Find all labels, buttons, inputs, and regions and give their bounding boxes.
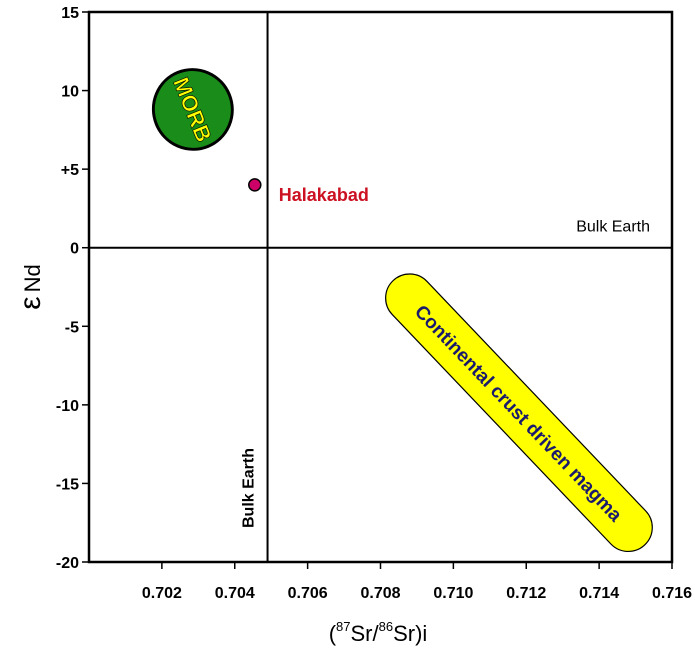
y-axis-title: ε Nd [14,264,47,310]
x-tick-label: 0.708 [360,585,400,602]
y-tick-label: +5 [61,162,79,179]
y-axis-title-text: Nd [20,264,45,292]
x-tick-label: 0.716 [652,585,692,602]
y-tick-label: -15 [56,476,79,493]
x-axis-title-sup2: 86 [379,619,393,634]
y-tick-label: 0 [70,241,79,258]
x-axis-title-close: Sr)i [393,621,427,646]
morb-ellipse [151,68,234,151]
reference-lines: Bulk Earth Bulk Earth [89,12,672,562]
x-axis-title-mid: Sr/ [350,621,379,646]
y-axis-ticks: 15 10 +5 0 -5 -10 -15 -20 [56,5,89,572]
region-continental-crust: Continental crust driven magma [385,273,653,553]
halakabad-point [248,178,262,192]
halakabad-label: Halakabad [279,185,369,205]
x-axis-ticks: 0.702 0.704 0.706 0.708 0.710 0.712 0.714 0.716 [142,562,692,602]
x-axis-title: (87Sr/86Sr)i [329,619,428,646]
y-tick-label: -5 [65,319,79,336]
regions-layer: MORB Continental crust driven magma [151,68,653,553]
x-axis-title-open: ( [329,621,337,646]
y-tick-label: -10 [56,398,79,415]
crust-label: Continental crust driven magma [410,301,626,526]
x-axis-title-sup1: 87 [336,619,350,634]
bulk-earth-vertical-label: Bulk Earth [241,448,258,528]
y-tick-label: -20 [56,555,79,572]
crust-shape-group: Continental crust driven magma [385,273,653,553]
morb-shape-group: MORB [151,68,234,151]
x-tick-label: 0.706 [288,585,328,602]
x-tick-label: 0.710 [433,585,473,602]
y-tick-label: 10 [61,84,79,101]
x-tick-label: 0.704 [215,585,255,602]
y-axis-title-symbol: ε [14,296,47,309]
y-tick-label: 15 [61,5,79,22]
crust-band [385,273,653,553]
points-layer: Halakabad [248,178,369,205]
svg-text:εNd: ε Nd [14,264,47,310]
bulk-earth-horizontal-label: Bulk Earth [576,219,650,236]
x-tick-label: 0.714 [579,585,619,602]
x-tick-label: 0.702 [142,585,182,602]
region-morb: MORB [151,68,234,151]
x-tick-label: 0.712 [506,585,546,602]
